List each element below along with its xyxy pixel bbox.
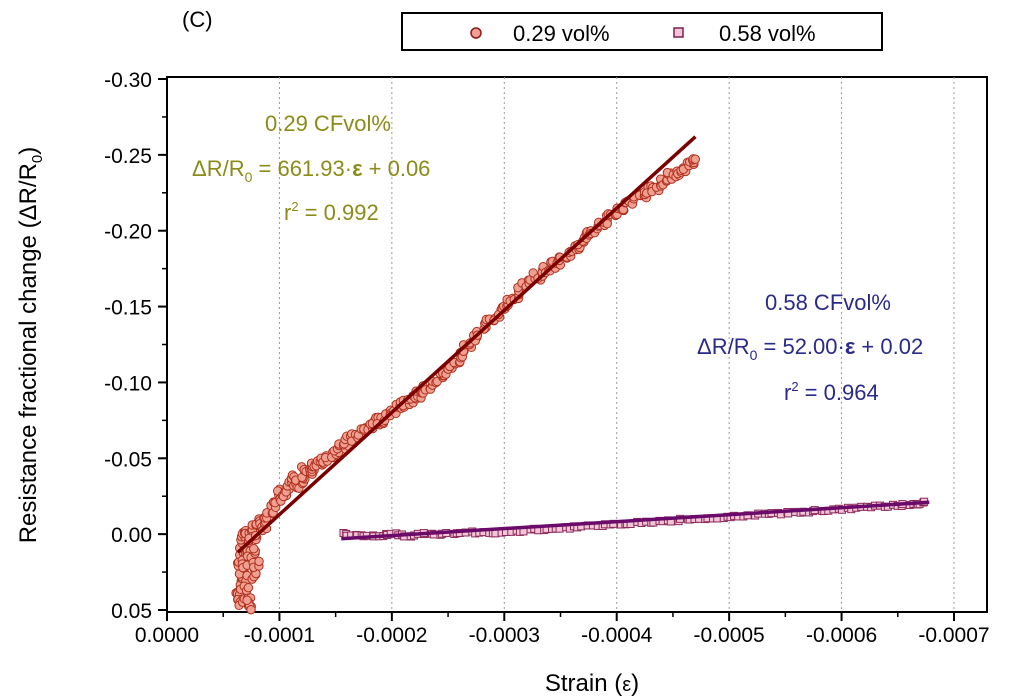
x-axis-ticks: 0.0000 -0.0001 -0.0002 -0.0003 -0.0004 -0.000… <box>135 612 990 647</box>
annotation-029-eq-suffix: + 0.06 <box>363 156 431 181</box>
y-tick-label: -0.05 <box>104 448 152 471</box>
y-axis-label-close: ) <box>15 147 42 155</box>
y-axis-label: Resistance fractional change (ΔR/R0) <box>15 147 46 544</box>
y-tick-label: -0.30 <box>104 69 152 92</box>
annotation-029: 0.29 CFvol% ΔR/R0 = 661.93·ε + 0.06 r2 =… <box>192 111 430 225</box>
data-point-029 <box>249 544 259 554</box>
x-tick-label: 0.0000 <box>135 624 199 647</box>
annotation-029-title: 0.29 CFvol% <box>265 111 391 136</box>
y-axis-label-main: Resistance fractional change ( <box>15 220 42 543</box>
annotation-058-r2-suffix: = 0.964 <box>799 380 879 405</box>
annotation-029-eq-eps: ε <box>352 156 363 181</box>
y-tick-label: -0.25 <box>104 145 152 168</box>
y-tick-label: -0.10 <box>104 372 152 395</box>
x-axis-label-close: ) <box>631 670 639 697</box>
annotation-058-title: 0.58 CFvol% <box>765 290 891 315</box>
x-tick-label: -0.0007 <box>918 624 989 647</box>
y-tick-label: -0.15 <box>104 297 152 320</box>
x-tick-label: -0.0001 <box>244 624 315 647</box>
annotation-058-eq-prefix: ΔR/R <box>697 334 750 359</box>
x-axis-label-symbol: ε <box>622 674 631 696</box>
annotation-058-equation: ΔR/R0 = 52.00·ε + 0.02 <box>697 334 923 363</box>
legend-marker-square <box>673 27 684 38</box>
annotation-058-r2-sup: 2 <box>791 379 798 394</box>
annotation-058-r2-prefix: r <box>784 380 791 405</box>
data-point-029 <box>242 595 252 605</box>
legend-label-0: 0.29 vol% <box>513 21 610 46</box>
annotation-029-r2: r2 = 0.992 <box>284 199 379 225</box>
y-axis-label-symbol: ΔR/R <box>15 163 42 220</box>
data-point-029 <box>254 556 264 567</box>
panel-label: (C) <box>182 7 213 32</box>
y-tick-label: -0.20 <box>104 221 152 244</box>
data-point-029 <box>690 154 700 164</box>
data-point-029 <box>243 582 254 593</box>
x-axis-label: Strain (ε) <box>545 670 639 697</box>
annotation-029-r2-suffix: = 0.992 <box>299 200 379 225</box>
fit-line-058 <box>341 500 930 541</box>
annotation-058-eq-eps: ε <box>845 334 856 359</box>
x-tick-label: -0.0006 <box>806 624 877 647</box>
x-axis-label-main: Strain ( <box>545 670 622 697</box>
annotation-029-eq-sub: 0 <box>245 169 253 185</box>
annotation-058-eq-sub: 0 <box>750 347 758 363</box>
fit-line-029 <box>236 135 697 554</box>
data-point-029 <box>246 604 256 615</box>
legend-box <box>401 12 883 51</box>
x-tick-label: -0.0003 <box>469 624 540 647</box>
y-axis-ticks: -0.30 -0.25 -0.20 -0.15 -0.10 -0.05 0.00 0.05 <box>104 69 167 623</box>
series-0-points <box>231 154 700 615</box>
legend-marker-circle <box>470 27 482 39</box>
x-tick-label: -0.0002 <box>356 624 427 647</box>
annotation-029-eq-prefix: ΔR/R <box>192 156 245 181</box>
annotation-058: 0.58 CFvol% ΔR/R0 = 52.00·ε + 0.02 r2 = … <box>697 290 923 405</box>
annotation-029-r2-prefix: r <box>284 200 291 225</box>
x-tick-label: -0.0005 <box>694 624 765 647</box>
legend-label-1: 0.58 vol% <box>719 21 816 46</box>
fit-lines <box>236 135 930 554</box>
annotation-029-equation: ΔR/R0 = 661.93·ε + 0.06 <box>192 156 430 185</box>
annotation-058-eq-suffix: + 0.02 <box>855 334 923 359</box>
legend: 0.29 vol% 0.58 vol% <box>401 12 883 51</box>
annotation-029-eq-mid: = 661.93· <box>252 156 352 181</box>
annotation-029-r2-sup: 2 <box>291 199 298 214</box>
annotation-058-r2: r2 = 0.964 <box>784 379 879 405</box>
y-tick-label: 0.05 <box>111 600 152 623</box>
y-tick-label: 0.00 <box>111 524 152 547</box>
annotation-058-eq-mid: = 52.00· <box>757 334 844 359</box>
x-tick-label: -0.0004 <box>581 624 653 647</box>
y-axis-label-sub: 0 <box>29 155 46 163</box>
